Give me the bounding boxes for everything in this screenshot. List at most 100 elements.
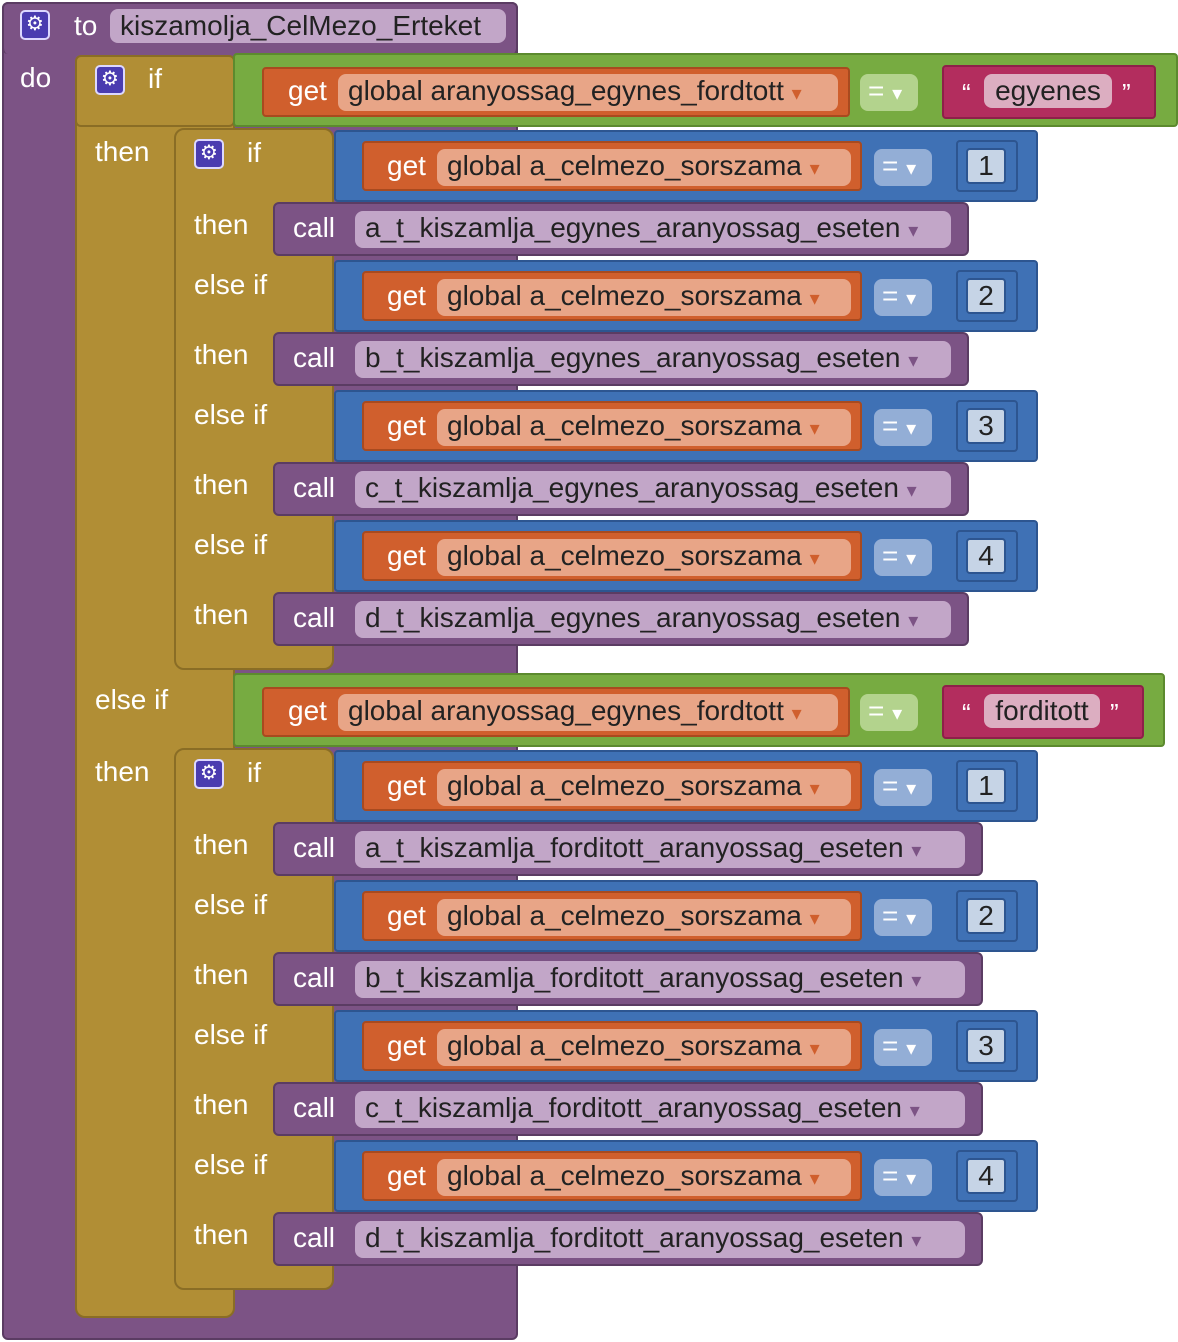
variable-dropdown[interactable]: global a_celmezo_sorszama ▾ [437, 1159, 851, 1196]
operator-symbol: = [868, 695, 885, 726]
variable-name: global aranyossag_egynes_fordtott [348, 695, 784, 726]
inner-then-label: then [194, 959, 249, 990]
inner-then-label: then [194, 1219, 249, 1250]
procedure-name-dropdown[interactable]: c_t_kiszamlja_egynes_aranyossag_eseten ▾ [355, 471, 951, 508]
operator-dropdown[interactable]: = ▾ [874, 149, 932, 186]
operator-symbol: = [882, 900, 899, 931]
operator-symbol: = [882, 770, 899, 801]
number-value[interactable]: 2 [966, 898, 1006, 934]
procedure-name-dropdown[interactable]: d_t_kiszamlja_forditott_aranyossag_esete… [355, 1221, 965, 1258]
gear-icon[interactable]: ⚙ [20, 10, 50, 40]
inner-if-label: if [247, 137, 261, 168]
procedure-name: d_t_kiszamlja_forditott_aranyossag_esete… [365, 1222, 904, 1253]
chevron-down-icon: ▾ [791, 703, 802, 725]
chevron-down-icon: ▾ [911, 1230, 922, 1252]
close-quote-mark: ” [1110, 698, 1119, 728]
chevron-down-icon: ▾ [909, 1100, 920, 1122]
variable-name: global aranyossag_egynes_fordtott [348, 75, 784, 106]
variable-name: global a_celmezo_sorszama [447, 900, 802, 931]
variable-name: global a_celmezo_sorszama [447, 280, 802, 311]
operator-symbol: = [868, 75, 885, 106]
operator-symbol: = [882, 280, 899, 311]
procedure-name-dropdown[interactable]: c_t_kiszamlja_forditott_aranyossag_esete… [355, 1091, 965, 1128]
procedure-name-field[interactable]: kiszamolja_CelMezo_Erteket [110, 9, 506, 43]
operator-dropdown[interactable]: = ▾ [874, 769, 932, 806]
inner-else-if-label: else if [194, 1149, 268, 1180]
gear-icon[interactable]: ⚙ [95, 65, 125, 95]
procedure-name-dropdown[interactable]: b_t_kiszamlja_forditott_aranyossag_esete… [355, 961, 965, 998]
get-label: get [387, 150, 426, 181]
inner-then-label: then [194, 1089, 249, 1120]
inner-else-if-label: else if [194, 889, 268, 920]
operator-dropdown[interactable]: = ▾ [874, 1029, 932, 1066]
chevron-down-icon: ▾ [906, 288, 917, 310]
variable-dropdown[interactable]: global a_celmezo_sorszama ▾ [437, 769, 851, 806]
procedure-name-dropdown[interactable]: b_t_kiszamlja_egynes_aranyossag_eseten ▾ [355, 341, 951, 378]
chevron-down-icon: ▾ [791, 83, 802, 105]
gear-icon[interactable]: ⚙ [194, 139, 224, 169]
procedure-do-label: do [20, 62, 52, 93]
operator-symbol: = [882, 1160, 899, 1191]
number-value[interactable]: 4 [966, 1158, 1006, 1194]
call-label: call [293, 1222, 336, 1253]
call-label: call [293, 212, 336, 243]
inner-then-label: then [194, 209, 249, 240]
chevron-down-icon: ▾ [809, 418, 820, 440]
variable-dropdown[interactable]: global a_celmezo_sorszama ▾ [437, 539, 851, 576]
number-value[interactable]: 3 [966, 408, 1006, 444]
procedure-name: a_t_kiszamlja_egynes_aranyossag_eseten [365, 212, 901, 243]
variable-name: global a_celmezo_sorszama [447, 410, 802, 441]
chevron-down-icon: ▾ [906, 778, 917, 800]
operator-dropdown[interactable]: = ▾ [860, 694, 918, 731]
chevron-down-icon: ▾ [906, 418, 917, 440]
variable-name: global a_celmezo_sorszama [447, 1030, 802, 1061]
variable-dropdown[interactable]: global a_celmezo_sorszama ▾ [437, 149, 851, 186]
outer-if-label: if [148, 63, 162, 94]
number-value[interactable]: 4 [966, 538, 1006, 574]
operator-dropdown[interactable]: = ▾ [874, 1159, 932, 1196]
operator-dropdown[interactable]: = ▾ [874, 279, 932, 316]
open-quote-mark: “ [962, 698, 971, 728]
close-quote-mark: ” [1122, 78, 1131, 108]
chevron-down-icon: ▾ [911, 840, 922, 862]
procedure-name-dropdown[interactable]: a_t_kiszamlja_egynes_aranyossag_eseten ▾ [355, 211, 951, 248]
operator-dropdown[interactable]: = ▾ [860, 74, 918, 111]
procedure-name-dropdown[interactable]: d_t_kiszamlja_egynes_aranyossag_eseten ▾ [355, 601, 951, 638]
get-label: get [387, 770, 426, 801]
call-label: call [293, 832, 336, 863]
chevron-down-icon: ▾ [906, 1038, 917, 1060]
chevron-down-icon: ▾ [809, 158, 820, 180]
inner-then-label: then [194, 829, 249, 860]
number-value[interactable]: 1 [966, 148, 1006, 184]
operator-symbol: = [882, 150, 899, 181]
operator-dropdown[interactable]: = ▾ [874, 409, 932, 446]
call-label: call [293, 342, 336, 373]
number-value[interactable]: 2 [966, 278, 1006, 314]
text-string-value[interactable]: egyenes [984, 74, 1112, 108]
inner-else-if-label: else if [194, 529, 268, 560]
operator-symbol: = [882, 410, 899, 441]
get-label: get [387, 1030, 426, 1061]
call-label: call [293, 472, 336, 503]
variable-dropdown[interactable]: global aranyossag_egynes_fordtott ▾ [338, 74, 838, 111]
call-label: call [293, 1092, 336, 1123]
get-label: get [387, 540, 426, 571]
inner-else-if-label: else if [194, 1019, 268, 1050]
chevron-down-icon: ▾ [908, 350, 919, 372]
number-value[interactable]: 1 [966, 768, 1006, 804]
number-value[interactable]: 3 [966, 1028, 1006, 1064]
variable-dropdown[interactable]: global aranyossag_egynes_fordtott ▾ [338, 694, 838, 731]
variable-dropdown[interactable]: global a_celmezo_sorszama ▾ [437, 899, 851, 936]
variable-dropdown[interactable]: global a_celmezo_sorszama ▾ [437, 1029, 851, 1066]
call-label: call [293, 602, 336, 633]
variable-dropdown[interactable]: global a_celmezo_sorszama ▾ [437, 279, 851, 316]
operator-symbol: = [882, 1030, 899, 1061]
gear-icon[interactable]: ⚙ [194, 759, 224, 789]
operator-dropdown[interactable]: = ▾ [874, 899, 932, 936]
operator-dropdown[interactable]: = ▾ [874, 539, 932, 576]
procedure-name-dropdown[interactable]: a_t_kiszamlja_forditott_aranyossag_esete… [355, 831, 965, 868]
variable-dropdown[interactable]: global a_celmezo_sorszama ▾ [437, 409, 851, 446]
get-label: get [288, 75, 327, 106]
procedure-name: b_t_kiszamlja_egynes_aranyossag_eseten [365, 342, 901, 373]
text-string-value[interactable]: forditott [984, 694, 1100, 728]
